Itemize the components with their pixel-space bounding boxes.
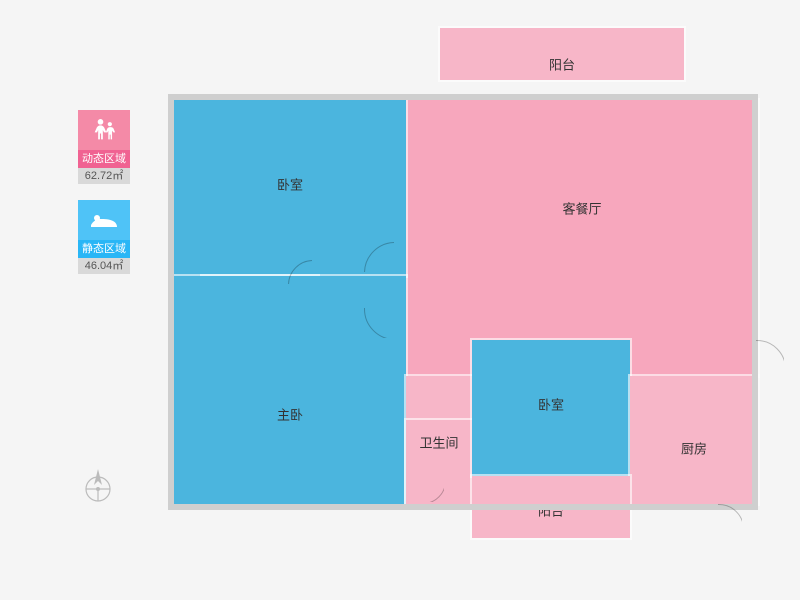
legend-dynamic: 动态区域 62.72㎡ [78,110,130,184]
door-arc-4 [694,504,744,554]
room-living [406,100,758,376]
compass-icon [78,465,118,505]
people-icon [78,110,130,150]
room-master [174,276,406,504]
legend-static-label: 静态区域 [78,240,130,258]
room-bedroom-small [472,340,630,476]
room-bedroom-big [174,100,406,276]
legend-static: 静态区域 46.04㎡ [78,200,130,274]
room-bath-lower [406,420,472,504]
room-kitchen [630,376,758,504]
legend-static-value: 46.04㎡ [78,258,130,274]
floorplan: 阳台客餐厅卧室卫生间主卧卫生间卧室厨房阳台 [162,28,764,568]
floorplan-canvas: { "background_color": "#f5f5f5", "legend… [0,0,800,600]
sleep-icon [78,200,130,240]
room-balcony-top [440,28,684,80]
legend-dynamic-label: 动态区域 [78,150,130,168]
legend-dynamic-value: 62.72㎡ [78,168,130,184]
room-balcony-bot [472,476,630,538]
